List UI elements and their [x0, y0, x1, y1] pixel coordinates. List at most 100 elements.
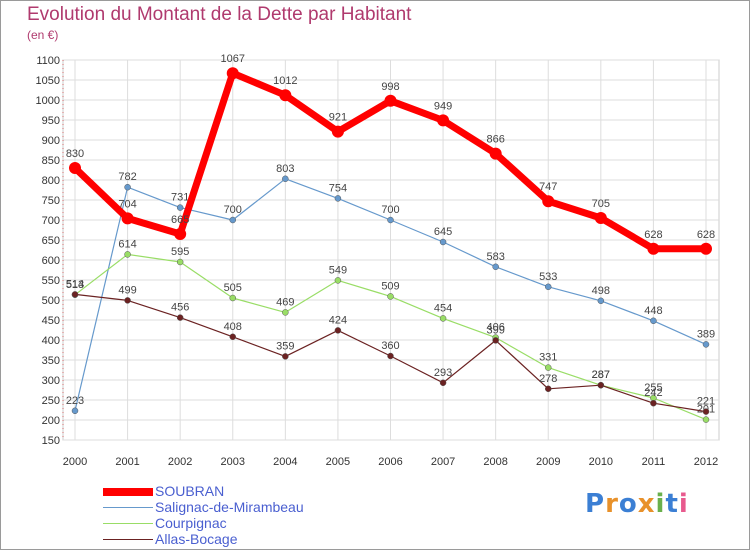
data-label: 293	[434, 367, 452, 379]
legend-label: Courpignac	[155, 515, 227, 531]
data-point	[439, 379, 447, 387]
data-label: 705	[592, 198, 610, 210]
y-tick-label: 700	[42, 215, 60, 227]
data-label: 424	[329, 314, 347, 326]
data-label: 866	[486, 134, 504, 146]
data-label: 595	[171, 246, 189, 258]
data-point	[650, 317, 657, 325]
legend-swatch-soubran	[103, 488, 153, 496]
data-label: 469	[276, 296, 294, 308]
x-tick-label: 2000	[63, 456, 87, 468]
x-tick-label: 2010	[589, 456, 613, 468]
data-point	[124, 251, 131, 258]
logo-letter: t	[665, 489, 679, 519]
data-point	[229, 333, 236, 341]
data-point	[69, 162, 81, 174]
y-tick-label: 850	[42, 155, 60, 167]
data-point	[387, 352, 394, 360]
data-point	[384, 94, 397, 107]
data-point	[492, 263, 499, 271]
data-label: 499	[118, 284, 136, 296]
data-point	[650, 399, 657, 407]
data-point	[124, 297, 131, 304]
legend-swatch-allas-bocage	[103, 539, 153, 540]
data-label: 700	[224, 204, 242, 216]
y-tick-label: 900	[42, 135, 60, 147]
data-point	[282, 353, 289, 360]
data-point	[229, 294, 236, 302]
data-label: 509	[381, 280, 399, 292]
y-tick-label: 1100	[36, 55, 60, 67]
x-tick-label: 2001	[115, 456, 139, 468]
data-point	[597, 381, 605, 389]
data-point	[334, 327, 342, 334]
y-tick-label: 250	[42, 395, 60, 407]
data-point	[492, 337, 499, 344]
data-point	[229, 216, 236, 224]
data-point	[700, 242, 712, 255]
y-tick-label: 350	[42, 355, 60, 367]
data-label: 747	[539, 181, 557, 193]
data-label: 513	[66, 279, 84, 291]
y-tick-label: 600	[42, 255, 60, 267]
data-label: 830	[66, 148, 84, 160]
data-label: 782	[118, 171, 136, 183]
data-label: 406	[486, 322, 504, 334]
data-label: 514	[66, 278, 84, 290]
data-label: 331	[539, 352, 557, 364]
y-tick-label: 450	[42, 315, 60, 327]
data-label: 505	[224, 282, 242, 294]
x-tick-label: 2002	[168, 456, 192, 468]
data-label: 287	[592, 369, 610, 381]
legend-label: Salignac-de-Mirambeau	[155, 499, 304, 515]
data-point	[439, 238, 447, 246]
y-tick-label: 800	[42, 175, 60, 187]
data-label: 949	[434, 100, 452, 112]
x-tick-label: 2012	[694, 456, 718, 468]
data-label: 1012	[273, 75, 297, 87]
data-label: 221	[697, 396, 715, 408]
data-label: 583	[486, 251, 504, 263]
data-label: 448	[644, 305, 662, 317]
x-tick-label: 2007	[431, 456, 455, 468]
data-point	[702, 408, 710, 415]
data-label: 278	[539, 373, 557, 385]
data-label: 665	[171, 214, 189, 226]
data-point	[71, 407, 79, 415]
x-tick-label: 2003	[221, 456, 245, 468]
data-point	[226, 67, 239, 80]
data-label: 389	[697, 328, 715, 340]
data-point	[124, 183, 131, 191]
y-tick-label: 550	[42, 275, 60, 287]
data-label: 614	[118, 238, 136, 250]
chart-title: Evolution du Montant de la Dette par Hab…	[27, 4, 412, 25]
data-point	[282, 175, 289, 183]
y-tick-label: 650	[42, 235, 60, 247]
logo-letter: x	[637, 489, 656, 519]
logo-letter: o	[618, 489, 638, 519]
data-label: 454	[434, 302, 452, 314]
data-point	[594, 212, 607, 224]
x-tick-label: 2006	[378, 456, 402, 468]
legend-label: SOUBRAN	[155, 483, 225, 499]
data-label: 359	[276, 340, 294, 352]
data-label: 645	[434, 226, 452, 238]
data-point	[702, 341, 710, 348]
logo-letter: r	[605, 489, 619, 519]
y-tick-label: 500	[42, 295, 60, 307]
y-tick-label: 150	[42, 435, 60, 447]
data-label: 704	[118, 198, 136, 210]
data-point	[597, 297, 605, 305]
data-label: 242	[644, 387, 662, 399]
x-tick-label: 2004	[273, 456, 297, 468]
data-label: 399	[486, 324, 504, 336]
data-point	[387, 216, 394, 224]
data-point	[702, 416, 710, 423]
x-tick-label: 2011	[642, 456, 666, 468]
data-point	[545, 283, 552, 291]
data-label: 533	[539, 271, 557, 283]
x-tick-label: 2008	[483, 456, 507, 468]
data-label: 998	[381, 81, 399, 93]
